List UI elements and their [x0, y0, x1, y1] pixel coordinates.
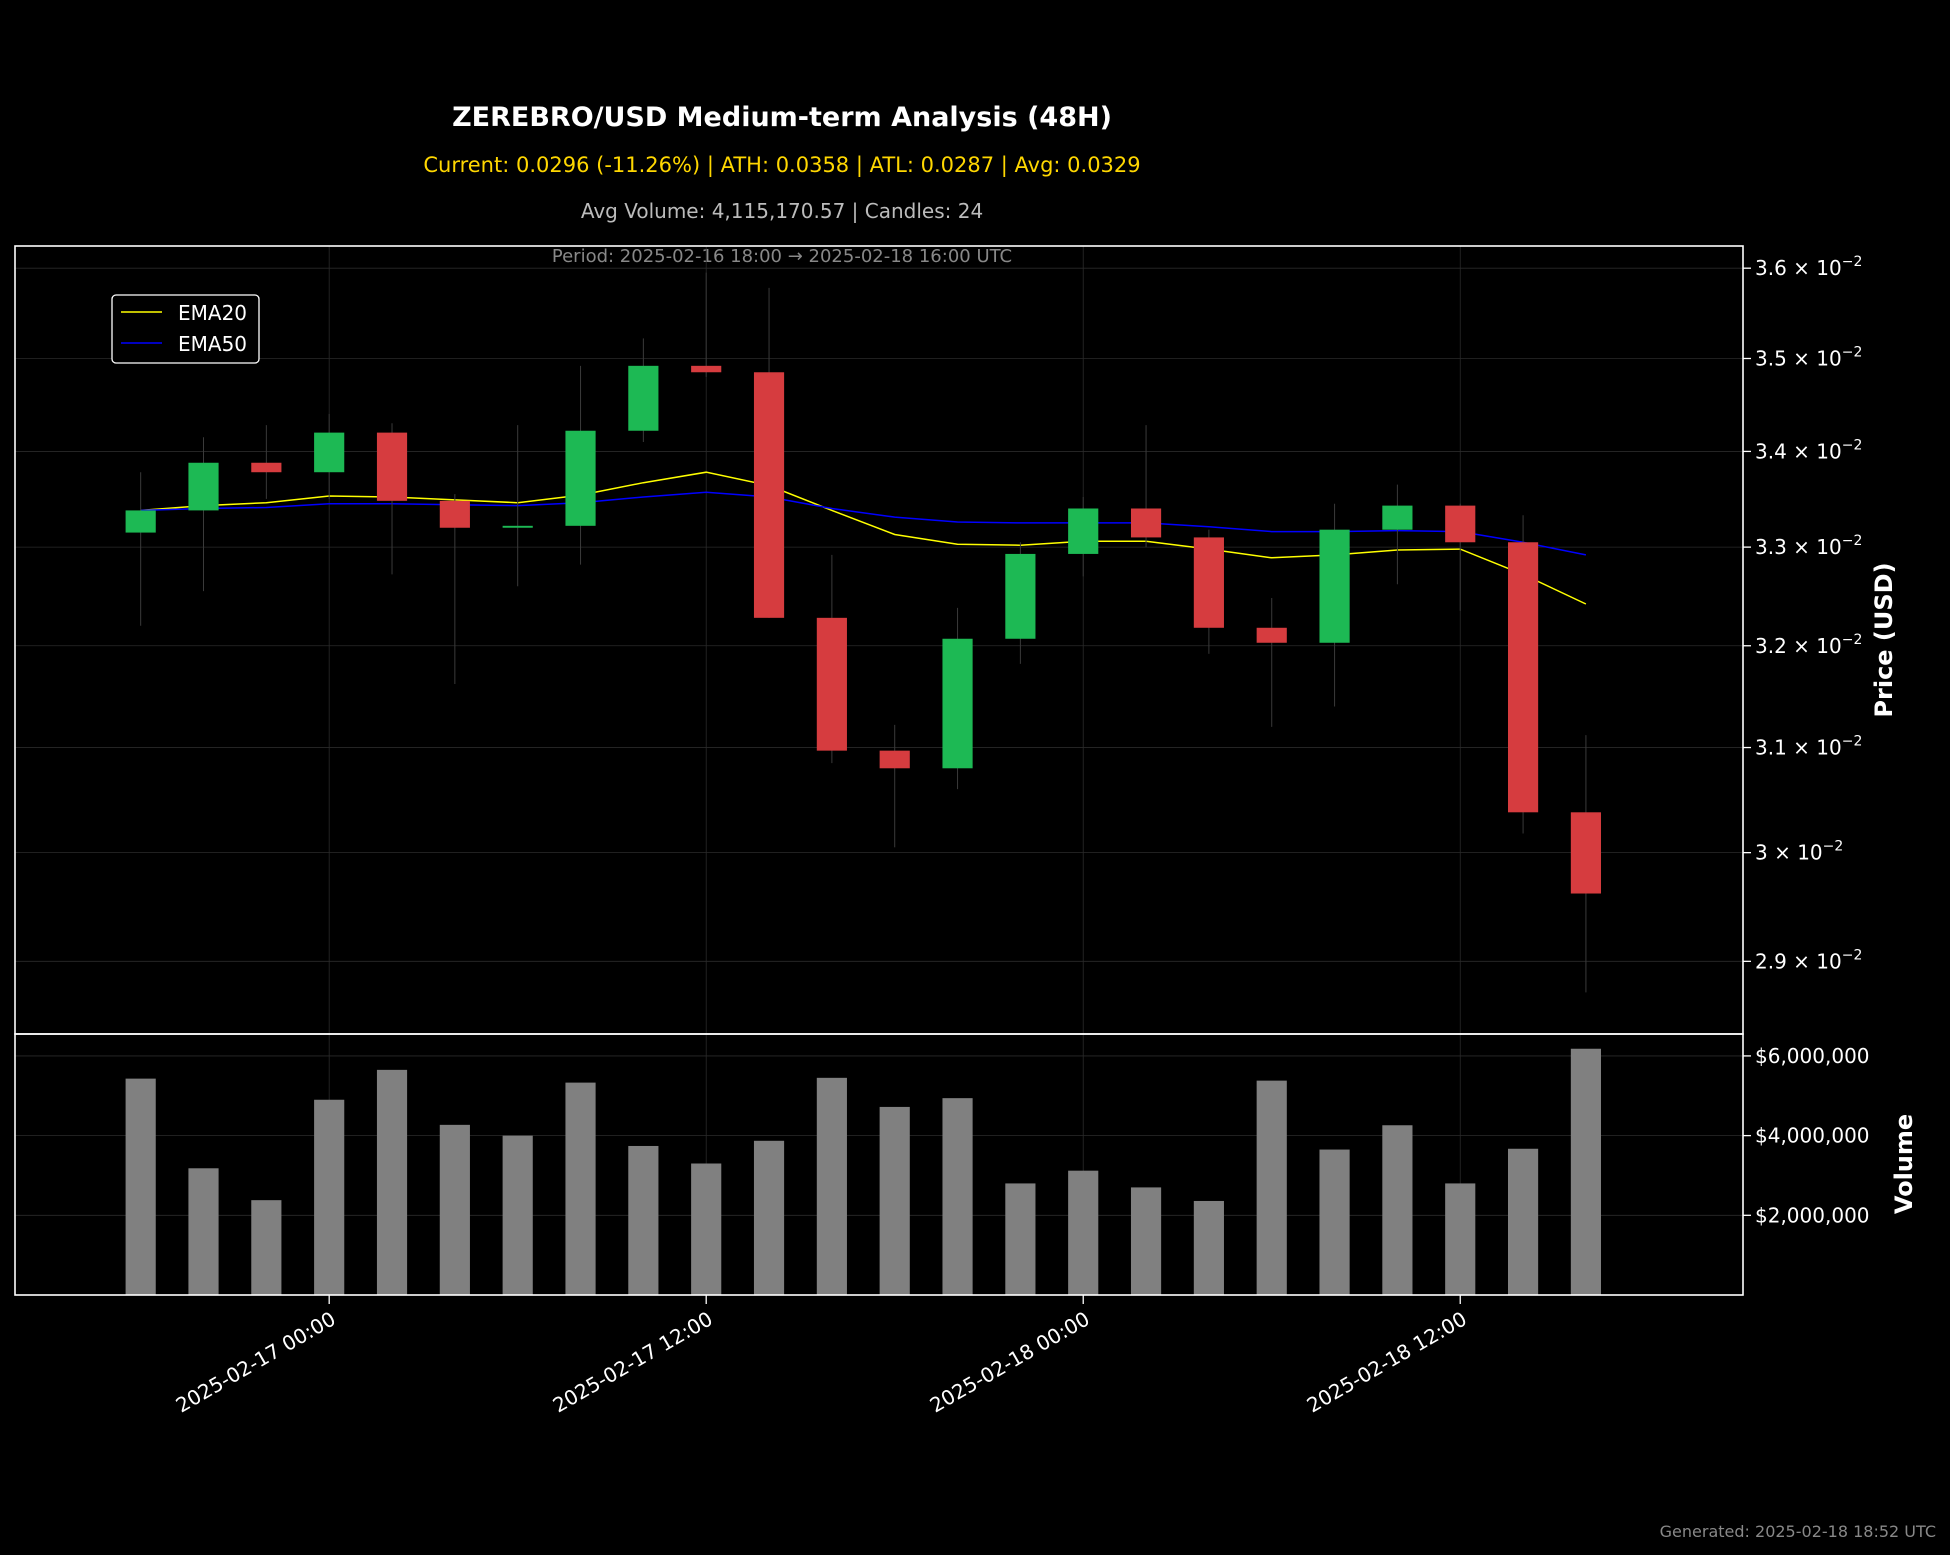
volume-tick-label: $2,000,000 [1755, 1203, 1870, 1227]
volume-tick-label: $6,000,000 [1755, 1044, 1870, 1068]
volume-bar [879, 1106, 910, 1295]
price-tick-label: 2.9 × 10−2 [1755, 947, 1862, 973]
candle-body [251, 462, 282, 473]
candle-body [1005, 553, 1036, 639]
volume-tick-label: $4,000,000 [1755, 1124, 1870, 1148]
volume-bar [1005, 1183, 1036, 1295]
x-tick-label: 2025-02-17 00:00 [172, 1307, 340, 1418]
candle-body [1319, 529, 1350, 643]
price-tick-label: 3.2 × 10−2 [1755, 632, 1862, 658]
candle-body [565, 430, 596, 526]
chart-period: Period: 2025-02-16 18:00 → 2025-02-18 16… [552, 246, 1012, 267]
price-axis-label: Price (USD) [1870, 562, 1898, 717]
price-panel-frame [14, 245, 1744, 1035]
candle-body [1256, 627, 1287, 643]
candle-body [1068, 508, 1099, 554]
price-tick-label: 3.5 × 10−2 [1755, 344, 1862, 370]
volume-bar [1570, 1048, 1601, 1295]
candle-body [1382, 505, 1413, 530]
volume-bar [753, 1140, 785, 1295]
candle-body [942, 638, 973, 769]
volume-bar [1256, 1080, 1287, 1295]
volume-bar [125, 1078, 156, 1295]
generated-footer: Generated: 2025-02-18 18:52 UTC [1660, 1522, 1936, 1541]
candle-body [376, 432, 408, 501]
volume-bar [1445, 1183, 1476, 1295]
x-tick-label: 2025-02-18 00:00 [926, 1307, 1094, 1418]
x-tick-label: 2025-02-18 12:00 [1303, 1307, 1471, 1418]
candle-body [1193, 537, 1224, 628]
price-tick-label: 3.1 × 10−2 [1755, 734, 1862, 760]
legend-label-ema50: EMA50 [178, 332, 247, 356]
volume-bar [1193, 1200, 1224, 1295]
ema20-line [140, 471, 1587, 605]
volume-bar [439, 1124, 470, 1295]
volume-bars [125, 1048, 1601, 1295]
candle-body [502, 525, 533, 528]
chart-volume-info: Avg Volume: 4,115,170.57 | Candles: 24 [581, 199, 983, 223]
ema-lines [140, 471, 1587, 605]
volume-bar [251, 1200, 282, 1295]
candle-body [628, 365, 659, 431]
volume-bar [816, 1077, 847, 1295]
volume-bar [1068, 1170, 1099, 1295]
x-tick-label: 2025-02-17 12:00 [549, 1307, 717, 1418]
volume-bar [942, 1098, 973, 1295]
volume-bar [188, 1168, 219, 1295]
volume-bar [628, 1145, 659, 1295]
candle-body [125, 510, 156, 533]
candle-body [188, 462, 219, 511]
candle-body [314, 432, 345, 473]
price-grid [15, 246, 1743, 1034]
legend: EMA20 EMA50 [111, 294, 260, 364]
price-tick-label: 3.6 × 10−2 [1755, 254, 1862, 280]
legend-label-ema20: EMA20 [178, 301, 247, 325]
volume-bar [1319, 1149, 1350, 1295]
candle-body [1507, 542, 1539, 813]
volume-bar [691, 1163, 722, 1295]
price-tick-label: 3.4 × 10−2 [1755, 437, 1862, 463]
volume-panel-frame [14, 1033, 1744, 1296]
x-axis-ticks: 2025-02-17 00:00 2025-02-17 12:00 2025-02-… [172, 1295, 1471, 1417]
ema50-line [140, 491, 1587, 556]
volume-bar [1507, 1148, 1539, 1295]
candle-body [439, 500, 470, 528]
candles [125, 272, 1601, 993]
chart-stats-line: Current: 0.0296 (-11.26%) | ATH: 0.0358 … [423, 153, 1140, 178]
price-tick-label: 3.3 × 10−2 [1755, 533, 1862, 559]
candle-body [816, 617, 847, 751]
candle-body [691, 365, 722, 373]
candle-body [1130, 508, 1162, 538]
volume-bar [502, 1135, 533, 1295]
candle-body [879, 750, 910, 769]
volume-bar [1130, 1187, 1162, 1295]
volume-bar [1382, 1125, 1413, 1295]
volume-bar [565, 1082, 596, 1295]
price-axis-ticks: 2.9 × 10−2 3 × 10−2 3.1 × 10−2 3.2 × 10−2 3.… [1743, 254, 1862, 973]
volume-axis-ticks: $2,000,000 $4,000,000 $6,000,000 [1743, 1044, 1870, 1227]
price-tick-label: 3 × 10−2 [1755, 839, 1843, 865]
volume-bar [314, 1099, 345, 1295]
candle-body [1570, 812, 1601, 894]
candle-body [1445, 505, 1476, 543]
volume-bar [376, 1069, 408, 1295]
volume-axis-label: Volume [1890, 1114, 1918, 1214]
candle-body [753, 372, 785, 618]
chart-title: ZEREBRO/USD Medium-term Analysis (48H) [452, 102, 1112, 133]
